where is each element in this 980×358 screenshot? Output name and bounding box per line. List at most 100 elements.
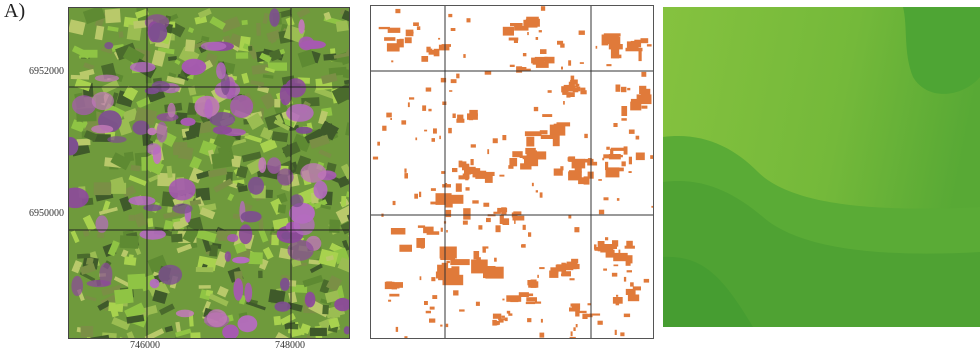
satellite-field-patch xyxy=(168,55,178,61)
classified-patch xyxy=(521,244,526,248)
satellite-field-patch xyxy=(174,59,181,65)
classified-patch xyxy=(439,246,457,259)
satellite-field-patch xyxy=(250,80,265,87)
classified-patch xyxy=(535,37,539,40)
classified-patch xyxy=(597,320,603,325)
satellite-bare-soil-patch xyxy=(167,102,176,118)
classified-patch xyxy=(565,263,574,271)
satellite-field-patch xyxy=(225,171,233,183)
classified-patch xyxy=(424,301,428,305)
classified-patch xyxy=(561,271,571,277)
classified-patch xyxy=(606,146,610,150)
satellite-field-patch xyxy=(320,72,338,85)
classified-patch xyxy=(429,318,436,323)
classified-patch xyxy=(423,226,434,234)
classified-patch xyxy=(611,272,618,277)
classified-patch xyxy=(476,174,488,178)
satellite-bare-soil-patch xyxy=(181,58,207,76)
x-tick-label: 746000 xyxy=(130,340,160,351)
classified-patch xyxy=(638,49,642,62)
satellite-field-patch xyxy=(274,98,281,108)
classified-patch xyxy=(527,32,529,36)
classified-patch xyxy=(431,277,436,282)
classified-patch xyxy=(506,295,522,302)
satellite-field-patch xyxy=(259,52,272,63)
classified-patch xyxy=(484,174,493,183)
classified-patch xyxy=(556,122,571,127)
classified-patch xyxy=(525,68,531,71)
classified-patch xyxy=(494,320,500,325)
classified-patch xyxy=(389,293,400,297)
classified-patch xyxy=(514,26,529,31)
classified-patch-map xyxy=(370,5,654,339)
satellite-field-patch xyxy=(122,85,139,102)
classified-patch xyxy=(424,129,428,132)
classified-patch xyxy=(495,225,501,233)
classified-patch xyxy=(401,120,407,125)
satellite-field-patch xyxy=(323,53,337,61)
classified-patch xyxy=(426,46,431,53)
classified-patch xyxy=(442,101,447,105)
classified-patch xyxy=(570,265,577,270)
classified-patch xyxy=(504,317,508,322)
satellite-bare-soil-patch xyxy=(69,137,79,156)
satellite-field-patch xyxy=(134,8,149,19)
classified-patch xyxy=(623,146,628,155)
satellite-field-patch xyxy=(107,240,120,257)
classified-patch xyxy=(498,319,504,323)
satellite-field-patch xyxy=(341,10,349,24)
classified-patch xyxy=(578,30,585,35)
satellite-field-patch xyxy=(79,263,96,275)
satellite-field-patch xyxy=(136,96,153,109)
satellite-field-patch xyxy=(337,257,349,273)
satellite-field-patch xyxy=(227,193,235,202)
classified-patch xyxy=(603,197,609,201)
classified-patch xyxy=(429,306,435,310)
satellite-bare-soil-patch xyxy=(343,326,349,335)
classified-patch xyxy=(575,83,580,87)
classified-patch xyxy=(570,331,573,337)
classified-patch xyxy=(612,240,619,247)
classified-patch xyxy=(572,85,578,88)
classified-patch xyxy=(445,323,449,328)
satellite-bare-soil-patch xyxy=(129,62,156,73)
satellite-bare-soil-patch xyxy=(238,224,253,245)
classified-patch xyxy=(598,179,602,181)
classified-patch xyxy=(462,220,468,225)
classified-patch xyxy=(610,148,614,155)
satellite-bare-soil-patch xyxy=(277,168,294,186)
classified-patch xyxy=(466,18,471,23)
classified-patch xyxy=(502,26,514,36)
classified-patch xyxy=(569,336,576,338)
satellite-bare-soil-patch xyxy=(267,157,282,174)
classified-patch xyxy=(605,249,615,258)
classified-patch xyxy=(626,41,639,50)
satellite-field-patch xyxy=(234,241,247,254)
classified-patch xyxy=(628,129,635,134)
satellite-field-patch xyxy=(188,167,204,184)
satellite-field-patch xyxy=(196,228,217,243)
classified-patch xyxy=(433,48,440,57)
satellite-field-patch xyxy=(83,62,95,71)
satellite-field-patch xyxy=(219,16,241,33)
classified-patch xyxy=(522,224,526,230)
classified-patch xyxy=(605,237,609,241)
classified-patch xyxy=(444,274,452,282)
classified-patch xyxy=(630,98,643,103)
classified-patch xyxy=(605,167,620,178)
classified-patch xyxy=(528,281,539,288)
classified-patch xyxy=(390,118,392,120)
classified-patch xyxy=(640,38,649,44)
classified-patch xyxy=(492,138,498,144)
classified-patch xyxy=(563,84,575,92)
classified-patch xyxy=(494,257,497,262)
satellite-field-patch xyxy=(268,289,286,305)
classified-patch xyxy=(572,88,579,93)
satellite-field-patch xyxy=(134,247,142,256)
satellite-field-patch xyxy=(207,167,228,178)
classified-patch xyxy=(612,154,623,158)
classified-patch xyxy=(450,28,456,31)
satellite-field-patch xyxy=(289,284,308,293)
classified-patch xyxy=(409,97,415,100)
satellite-field-patch xyxy=(82,214,97,232)
